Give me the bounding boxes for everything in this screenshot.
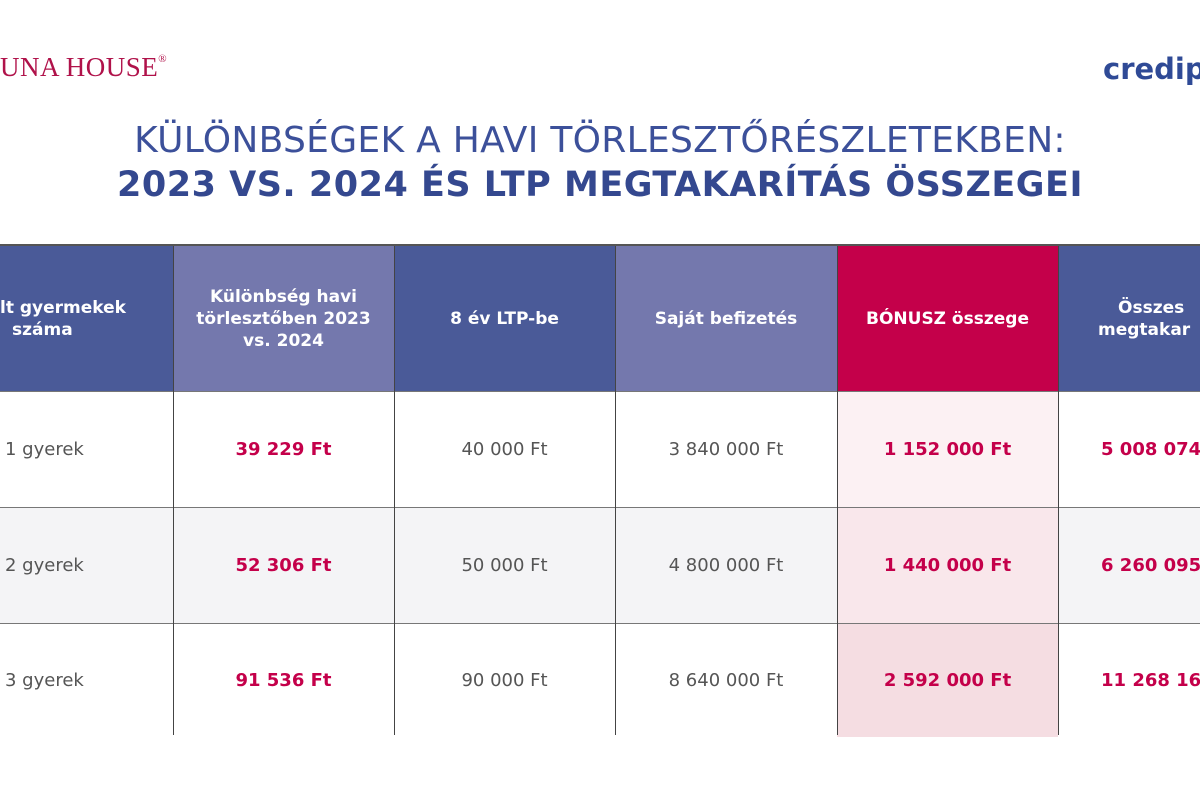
cell-ltp-8-years: 90 000 Ft — [394, 623, 615, 737]
cell-total-savings: 6 260 095 — [1058, 507, 1200, 623]
cell-bonus-amount: 1 152 000 Ft — [837, 391, 1058, 507]
header-total-savings: Összes megtakar — [1058, 246, 1200, 391]
header-text: vs. 2024 — [243, 330, 324, 351]
column-divider — [1058, 246, 1059, 735]
una-house-logo: UNA HOUSE® — [0, 52, 167, 83]
cell-bonus-amount: 2 592 000 Ft — [837, 623, 1058, 737]
header-own-payment: Saját befizetés — [615, 246, 837, 391]
column-divider — [615, 246, 616, 735]
header-payment-difference: Különbség havi törlesztőben 2023 vs. 2024 — [173, 246, 394, 391]
cell-ltp-8-years: 50 000 Ft — [394, 507, 615, 623]
header-text: Összes — [1118, 297, 1185, 318]
cell-children-count: 1 gyerek — [0, 391, 173, 507]
cell-own-payment: 3 840 000 Ft — [615, 391, 837, 507]
logo-text: UNA HOUSE — [0, 52, 159, 82]
column-divider — [173, 246, 174, 735]
cell-children-count: 2 gyerek — [0, 507, 173, 623]
header-text: Saját befizetés — [654, 308, 798, 329]
cell-total-savings: 11 268 169 — [1058, 623, 1200, 737]
cell-payment-difference: 91 536 Ft — [173, 623, 394, 737]
cell-children-count: 3 gyerek — [0, 623, 173, 737]
column-divider — [837, 246, 838, 735]
header-text: lt gyermekek — [0, 297, 126, 318]
header-children-count: lt gyermekek száma — [0, 246, 173, 391]
header-text: 8 év LTP-be — [450, 308, 559, 329]
cell-total-savings: 5 008 074 — [1058, 391, 1200, 507]
cell-ltp-8-years: 40 000 Ft — [394, 391, 615, 507]
header-ltp-8-years: 8 év LTP-be — [394, 246, 615, 391]
title-line-2: 2023 VS. 2024 ÉS LTP MEGTAKARÍTÁS ÖSSZEG… — [117, 165, 1083, 205]
cell-own-payment: 4 800 000 Ft — [615, 507, 837, 623]
header-text: BÓNUSZ összege — [866, 308, 1029, 329]
cell-bonus-amount: 1 440 000 Ft — [837, 507, 1058, 623]
registered-mark: ® — [158, 53, 168, 65]
column-divider — [394, 246, 395, 735]
title-line-1: KÜLÖNBSÉGEK A HAVI TÖRLESZTŐRÉSZLETEKBEN… — [134, 120, 1066, 161]
savings-table: lt gyermekek száma Különbség havi törlesztő… — [0, 244, 1200, 737]
header-text: törlesztőben 2023 — [196, 308, 371, 329]
cell-payment-difference: 39 229 Ft — [173, 391, 394, 507]
header-bonus-amount: BÓNUSZ összege — [837, 246, 1058, 391]
header-text: Különbség havi — [210, 286, 357, 307]
header-text: száma — [12, 319, 73, 340]
credip-logo: credip — [1103, 52, 1200, 86]
cell-own-payment: 8 640 000 Ft — [615, 623, 837, 737]
cell-payment-difference: 52 306 Ft — [173, 507, 394, 623]
header-text: megtakar — [1098, 319, 1191, 340]
